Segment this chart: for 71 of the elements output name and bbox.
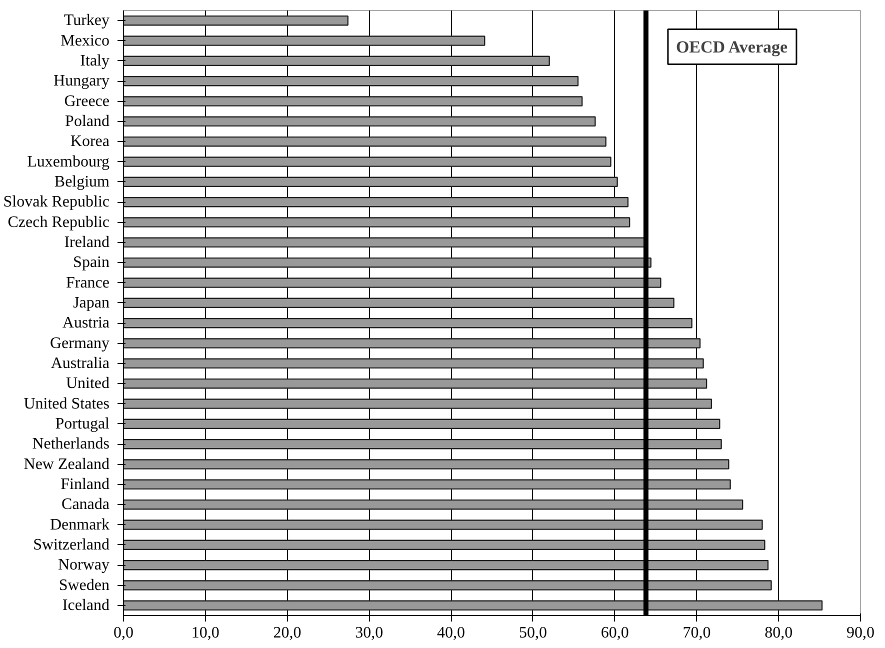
y-tick-label: Iceland — [62, 596, 110, 614]
bar — [124, 318, 692, 328]
bar — [124, 298, 674, 308]
x-tick-label: 20,0 — [273, 624, 302, 642]
y-tick-label: Italy — [80, 52, 110, 70]
x-tick-label: 60,0 — [600, 624, 629, 642]
bar — [124, 600, 823, 611]
x-tick-label: 30,0 — [355, 624, 384, 642]
bar — [124, 15, 348, 26]
x-tick-label: 40,0 — [437, 624, 466, 642]
y-tick-label: Finland — [60, 476, 110, 493]
y-tick-label: Canada — [62, 496, 110, 514]
x-tick-label: 0,0 — [114, 624, 134, 642]
y-tick-label: Hungary — [54, 72, 110, 90]
bar — [124, 237, 645, 248]
bar — [124, 56, 550, 66]
bar — [124, 358, 704, 369]
bar — [124, 76, 579, 86]
x-tick-label: 80,0 — [764, 624, 793, 642]
y-tick-label: Ireland — [64, 234, 110, 251]
y-tick-label: Portugal — [55, 415, 110, 432]
x-tick-label: 50,0 — [518, 624, 547, 642]
bar — [124, 560, 769, 570]
ref-line-label: OECD Average — [676, 37, 788, 56]
bar — [124, 156, 612, 167]
bar — [124, 196, 629, 208]
y-tick-label: Mexico — [60, 32, 110, 50]
bar — [124, 116, 596, 127]
x-tick-label: 70,0 — [682, 624, 711, 642]
y-tick-label: Turkey — [64, 12, 110, 30]
x-tick-label: 90,0 — [846, 624, 874, 642]
bar — [124, 36, 486, 46]
bar — [124, 438, 722, 450]
y-tick-label: Slovak Republic — [3, 194, 110, 211]
y-tick-label: Poland — [65, 112, 110, 130]
bar — [124, 418, 720, 430]
y-tick-label: United — [66, 375, 110, 392]
bar — [124, 136, 606, 147]
bar — [124, 378, 708, 389]
y-tick-label: Czech Republic — [8, 214, 110, 231]
bar — [124, 96, 583, 106]
y-tick-label: Germany — [50, 334, 110, 352]
y-tick-label: Austria — [62, 314, 110, 332]
y-tick-label: Denmark — [50, 516, 110, 534]
y-tick-label: Australia — [50, 354, 110, 372]
bar — [124, 499, 744, 510]
bar — [124, 580, 772, 590]
y-tick-label: Norway — [58, 556, 110, 574]
y-tick-label: Switzerland — [33, 536, 110, 554]
bar — [124, 459, 730, 470]
y-tick-label: Belgium — [54, 173, 110, 190]
bar — [124, 176, 618, 188]
y-tick-label: Korea — [70, 133, 110, 150]
bar — [124, 257, 652, 268]
bar — [124, 540, 766, 550]
bar — [124, 338, 701, 348]
bar — [124, 217, 630, 228]
y-tick-label: Greece — [64, 92, 110, 110]
y-tick-label: United States — [24, 395, 110, 412]
y-tick-label: Spain — [73, 254, 110, 272]
y-tick-label: Luxembourg — [27, 153, 110, 170]
bar — [124, 520, 763, 530]
y-tick-label: France — [66, 274, 110, 292]
bar — [124, 398, 712, 409]
x-tick-label: 10,0 — [191, 624, 220, 642]
bar — [124, 479, 731, 490]
bar — [124, 278, 662, 288]
y-tick-label: Sweden — [58, 576, 110, 594]
y-tick-label: Netherlands — [32, 436, 110, 453]
y-tick-label: New Zealand — [24, 456, 110, 473]
y-tick-label: Japan — [73, 294, 110, 312]
